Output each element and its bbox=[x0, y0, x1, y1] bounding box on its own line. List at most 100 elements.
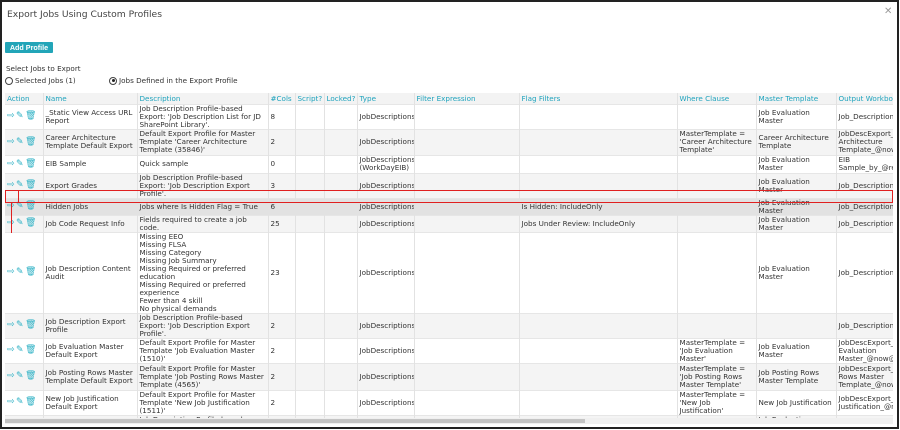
cell-script bbox=[295, 172, 325, 198]
export-icon[interactable]: ⇨ bbox=[7, 136, 15, 147]
dialog-title: Export Jobs Using Custom Profiles bbox=[7, 9, 162, 20]
action-cell: ⇨✎🗑 bbox=[5, 337, 44, 363]
delete-icon[interactable]: 🗑 bbox=[25, 201, 37, 211]
cell-master: Career Architecture Template bbox=[756, 128, 837, 155]
scrollbar-thumb[interactable] bbox=[5, 419, 585, 423]
export-icon[interactable]: ⇨ bbox=[7, 320, 15, 330]
column-header[interactable]: Filter Expression bbox=[414, 93, 520, 104]
close-icon[interactable]: ✕ bbox=[884, 6, 893, 17]
table-row[interactable]: ⇨✎🗑 New Job Justification Default Export D… bbox=[5, 389, 893, 415]
edit-icon[interactable]: ✎ bbox=[16, 267, 24, 277]
cell-filter bbox=[414, 172, 520, 198]
export-icon[interactable]: ⇨ bbox=[7, 219, 15, 228]
cell-where bbox=[677, 214, 757, 232]
edit-icon[interactable]: ✎ bbox=[16, 218, 24, 228]
cell-master: Job Posting Rows Master Template bbox=[756, 362, 837, 390]
export-icon[interactable]: ⇨ bbox=[7, 180, 15, 190]
cell-flags bbox=[519, 337, 678, 363]
table-row[interactable]: ⇨✎🗑 Job Description Export Profile Job Des… bbox=[5, 312, 893, 338]
edit-icon[interactable]: ✎ bbox=[16, 371, 24, 381]
edit-icon[interactable]: ✎ bbox=[16, 111, 24, 121]
cell-flags bbox=[519, 154, 678, 173]
cell-locked bbox=[324, 154, 358, 173]
column-header[interactable]: Action bbox=[5, 93, 44, 104]
cell-name: Career Architecture Template Default Exp… bbox=[43, 128, 138, 155]
delete-icon[interactable]: 🗑 bbox=[25, 345, 37, 355]
cell-name: Export Grades bbox=[43, 172, 138, 198]
column-header[interactable]: Name bbox=[43, 93, 138, 104]
cell-type: JobDescriptions bbox=[357, 312, 415, 338]
cell-output: JobDescExport_f Evaluation Master_@now@. bbox=[836, 337, 893, 363]
edit-icon[interactable]: ✎ bbox=[16, 345, 24, 355]
edit-icon[interactable]: ✎ bbox=[16, 136, 24, 147]
add-profile-button[interactable]: Add Profile bbox=[5, 42, 53, 53]
cell-type: JobDescriptions bbox=[357, 128, 415, 155]
radio-selected-jobs[interactable]: Selected Jobs (1) bbox=[5, 76, 76, 85]
delete-icon[interactable]: 🗑 bbox=[25, 136, 37, 147]
edit-icon[interactable]: ✎ bbox=[16, 320, 24, 330]
action-cell: ⇨✎🗑 bbox=[5, 128, 44, 155]
column-header[interactable]: Where Clause bbox=[677, 93, 757, 104]
horizontal-scrollbar[interactable] bbox=[5, 418, 893, 424]
export-icon[interactable]: ⇨ bbox=[7, 267, 15, 277]
cell-master: Job Evaluation Master bbox=[756, 337, 837, 363]
cell-flags bbox=[519, 312, 678, 338]
column-header[interactable]: Flag Filters bbox=[519, 93, 678, 104]
cell-filter bbox=[414, 231, 520, 313]
cell-cols: 2 bbox=[268, 128, 296, 155]
profiles-grid: Action Name Description #Cols Script? Locked?… bbox=[5, 93, 893, 424]
export-icon[interactable]: ⇨ bbox=[7, 397, 15, 407]
cell-cols: 0 bbox=[268, 154, 296, 173]
cell-flags bbox=[519, 362, 678, 390]
export-icon[interactable]: ⇨ bbox=[7, 345, 15, 355]
edit-icon[interactable]: ✎ bbox=[16, 158, 24, 169]
table-row[interactable]: ⇨✎🗑 Job Posting Rows Master Template Defa… bbox=[5, 362, 893, 390]
delete-icon[interactable]: 🗑 bbox=[25, 397, 37, 407]
cell-master: Job Evaluation Master bbox=[756, 231, 837, 313]
table-row[interactable]: ⇨✎🗑 Career Architecture Template Default … bbox=[5, 128, 893, 155]
table-row[interactable]: ⇨✎🗑 Job Description Content Audit Missing … bbox=[5, 231, 893, 313]
cell-description: Fields required to create a job code. bbox=[137, 214, 269, 232]
export-icon[interactable]: ⇨ bbox=[7, 202, 15, 211]
delete-icon[interactable]: 🗑 bbox=[25, 111, 37, 121]
table-row[interactable]: ⇨✎🗑 Job Evaluation Master Default Export D… bbox=[5, 337, 893, 363]
action-cell: ⇨✎🗑 bbox=[5, 389, 44, 415]
cell-type: JobDescriptions bbox=[357, 362, 415, 390]
table-row[interactable]: ⇨✎🗑 _Static View Access URL Report Job Des… bbox=[5, 103, 893, 129]
cell-script bbox=[295, 337, 325, 363]
column-header[interactable]: #Cols bbox=[268, 93, 296, 104]
edit-icon[interactable]: ✎ bbox=[16, 180, 24, 190]
column-header[interactable]: Output Workbook bbox=[836, 93, 893, 104]
table-row[interactable]: ⇨✎🗑 Export Grades Job Description Profile-… bbox=[5, 172, 893, 198]
cell-locked bbox=[324, 231, 358, 313]
cell-cols: 3 bbox=[268, 172, 296, 198]
radio-button[interactable] bbox=[109, 76, 117, 85]
radio-label: Jobs Defined in the Export Profile bbox=[119, 76, 238, 85]
export-icon[interactable]: ⇨ bbox=[7, 111, 15, 121]
action-cell: ⇨✎🗑 bbox=[5, 312, 44, 338]
delete-icon[interactable]: 🗑 bbox=[25, 320, 37, 330]
column-header[interactable]: Description bbox=[137, 93, 269, 104]
cell-script bbox=[295, 154, 325, 173]
column-header[interactable]: Type bbox=[357, 93, 415, 104]
column-header[interactable]: Master Template bbox=[756, 93, 837, 104]
radio-jobs-defined[interactable]: Jobs Defined in the Export Profile bbox=[109, 76, 238, 85]
column-header[interactable]: Locked? bbox=[324, 93, 358, 104]
export-icon[interactable]: ⇨ bbox=[7, 158, 15, 169]
cell-locked bbox=[324, 362, 358, 390]
cell-type: JobDescriptions (WorkDayEIB) bbox=[357, 154, 415, 173]
delete-icon[interactable]: 🗑 bbox=[25, 158, 37, 169]
edit-icon[interactable]: ✎ bbox=[16, 201, 24, 211]
delete-icon[interactable]: 🗑 bbox=[25, 267, 37, 277]
delete-icon[interactable]: 🗑 bbox=[25, 218, 37, 228]
column-header[interactable]: Script? bbox=[295, 93, 325, 104]
radio-button[interactable] bbox=[5, 76, 13, 85]
delete-icon[interactable]: 🗑 bbox=[25, 180, 37, 190]
cell-output: Job_Description_ bbox=[836, 312, 893, 338]
delete-icon[interactable]: 🗑 bbox=[25, 371, 37, 381]
table-row[interactable]: ⇨✎🗑 EIB Sample Quick sample 0 JobDescription… bbox=[5, 154, 893, 173]
edit-icon[interactable]: ✎ bbox=[16, 397, 24, 407]
cell-output: JobDescExport_f Architecture Template_@n… bbox=[836, 128, 893, 155]
export-icon[interactable]: ⇨ bbox=[7, 371, 15, 381]
